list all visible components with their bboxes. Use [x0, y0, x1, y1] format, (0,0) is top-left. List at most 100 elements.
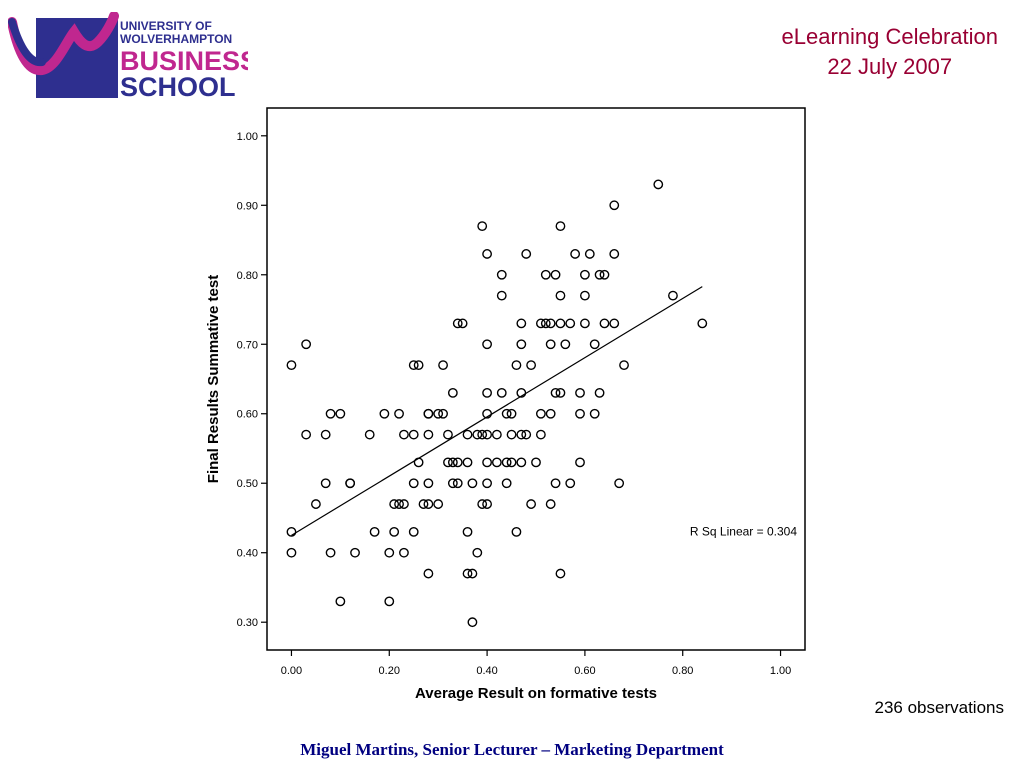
data-point — [438, 408, 448, 419]
y-tick-label: 0.90 — [237, 200, 258, 212]
event-date: 22 July 2007 — [827, 54, 953, 79]
data-point — [443, 457, 453, 468]
scatter-chart: 0.30 0.40 0.50 0.60 0.70 0.80 0.90 1.00 0.00 0.2… — [200, 100, 820, 710]
data-point — [501, 478, 512, 489]
data-point — [433, 499, 444, 509]
data-point — [575, 408, 585, 419]
data-point — [301, 339, 312, 350]
data-point — [399, 429, 409, 440]
data-point — [580, 269, 590, 280]
data-point — [438, 360, 448, 371]
observations-note: 236 observations — [874, 698, 1004, 717]
data-point — [389, 526, 400, 537]
data-point — [526, 360, 537, 371]
footer-credit: Miguel Martins, Senior Lecturer – Market… — [300, 740, 724, 759]
y-tick-label: 0.60 — [237, 409, 258, 421]
data-point — [550, 269, 561, 280]
data-point — [599, 269, 610, 280]
y-tick-label: 1.00 — [237, 131, 258, 143]
data-point — [570, 249, 581, 259]
event-header: eLearning Celebration 22 July 2007 — [782, 22, 999, 82]
data-point — [472, 429, 483, 440]
data-point — [477, 429, 488, 440]
data-point — [521, 249, 532, 259]
data-point — [482, 499, 492, 509]
data-point — [584, 249, 595, 259]
data-point — [447, 457, 458, 468]
data-point — [589, 339, 600, 350]
data-point — [384, 547, 395, 558]
data-point — [511, 360, 522, 371]
data-point — [560, 339, 571, 350]
x-tick-label: 1.00 — [770, 665, 791, 677]
data-point — [555, 221, 566, 232]
data-point — [477, 499, 488, 509]
data-point — [350, 547, 360, 558]
data-point — [697, 318, 708, 329]
x-tick-label: 0.00 — [281, 665, 302, 677]
data-point — [462, 457, 473, 468]
data-point — [467, 617, 478, 628]
data-point — [545, 499, 556, 509]
data-point — [531, 457, 541, 468]
data-point — [609, 249, 620, 259]
data-point — [389, 499, 400, 509]
data-point — [491, 429, 502, 440]
data-point — [399, 499, 409, 509]
data-point — [506, 429, 517, 440]
data-point — [384, 596, 395, 607]
data-point — [535, 408, 546, 419]
data-point — [408, 526, 419, 537]
data-point — [467, 478, 478, 489]
y-tick-label: 0.70 — [237, 339, 258, 351]
logo-swoosh-left — [8, 18, 46, 67]
data-point — [496, 290, 507, 301]
y-axis-label: Final Results Summative test — [205, 275, 222, 483]
data-point — [423, 408, 434, 419]
data-point — [369, 526, 380, 537]
data-point — [496, 387, 507, 398]
data-point — [301, 429, 312, 440]
data-point — [325, 408, 336, 419]
data-point — [452, 318, 463, 329]
data-point — [555, 318, 566, 329]
data-point — [550, 478, 561, 489]
r-squared-annotation: R Sq Linear = 0.304 — [690, 524, 797, 538]
data-point — [423, 568, 434, 579]
data-point — [311, 499, 321, 509]
data-point — [443, 429, 453, 440]
y-tick-label: 0.40 — [237, 548, 258, 560]
data-point — [516, 318, 527, 329]
data-point — [423, 429, 434, 440]
data-point — [482, 478, 492, 489]
data-point — [609, 200, 620, 211]
data-point — [575, 457, 585, 468]
data-point — [555, 387, 566, 398]
data-point — [614, 478, 625, 489]
data-point — [482, 339, 492, 350]
data-point — [286, 360, 297, 371]
data-point — [516, 457, 527, 468]
data-point — [535, 318, 546, 329]
data-point — [413, 360, 424, 371]
data-point — [580, 318, 590, 329]
y-axis: 0.30 0.40 0.50 0.60 0.70 0.80 0.90 1.00 — [237, 131, 267, 629]
x-axis-label: Average Result on formative tests — [415, 685, 657, 702]
data-point — [379, 408, 390, 419]
data-point — [540, 269, 551, 280]
data-point — [496, 269, 507, 280]
data-point — [555, 568, 566, 579]
logo-line3: BUSINESS — [120, 46, 248, 76]
data-point — [599, 318, 610, 329]
data-point — [447, 478, 458, 489]
data-point — [399, 547, 409, 558]
data-point — [506, 457, 517, 468]
data-point — [462, 429, 473, 440]
data-point — [511, 526, 522, 537]
x-tick-label: 0.40 — [476, 665, 497, 677]
data-point — [482, 387, 492, 398]
data-point — [477, 221, 488, 232]
data-point — [589, 408, 600, 419]
y-tick-label: 0.80 — [237, 270, 258, 282]
data-point — [394, 499, 404, 509]
